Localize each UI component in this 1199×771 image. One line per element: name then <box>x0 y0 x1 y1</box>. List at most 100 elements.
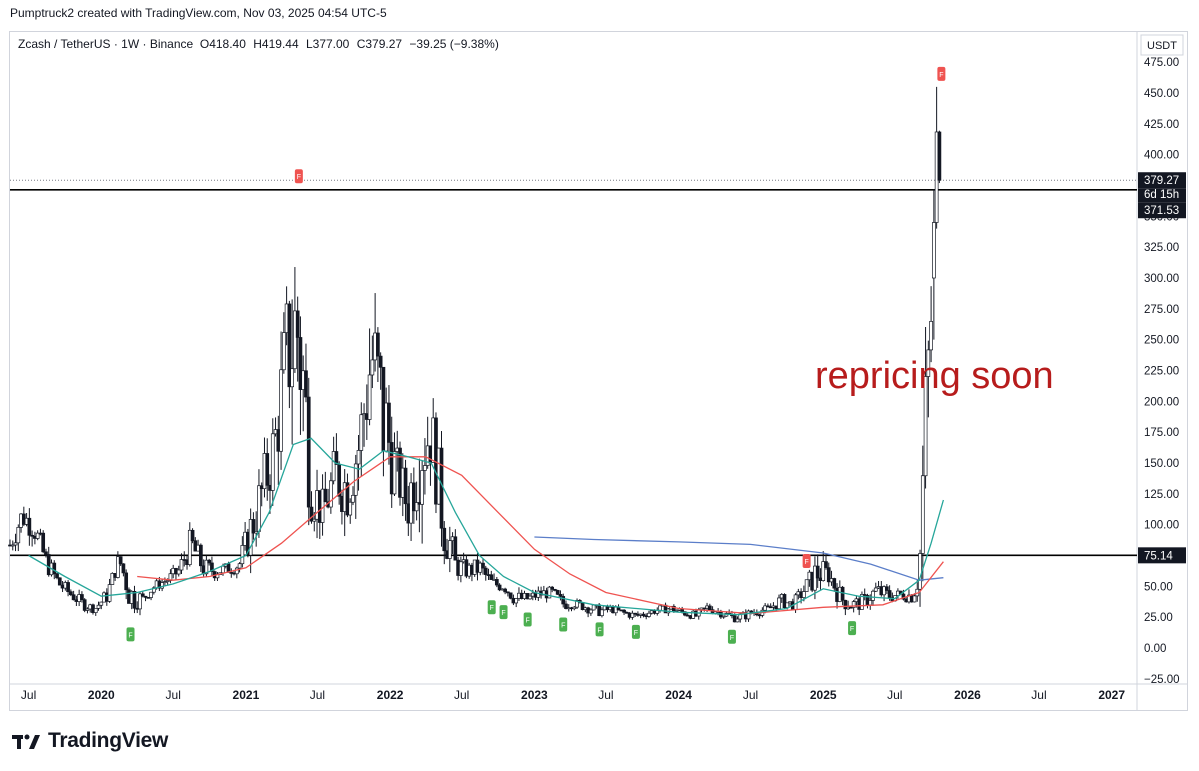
candle-body <box>298 337 303 390</box>
candle-body <box>331 451 336 482</box>
candle-body <box>782 594 787 609</box>
candle-body <box>57 577 62 586</box>
flag-marker <box>848 621 857 636</box>
close-value: 379.27 <box>365 37 403 51</box>
x-tick-label: Jul <box>310 688 325 702</box>
ma-green-line <box>28 437 945 616</box>
candle-body <box>641 613 646 617</box>
candle-body <box>348 501 353 516</box>
candle-body <box>622 609 626 613</box>
candle-body <box>901 593 906 600</box>
tradingview-logo[interactable]: TradingView <box>12 729 168 753</box>
x-tick-label: Jul <box>743 688 758 702</box>
x-tick-label: Jul <box>1031 688 1046 702</box>
candle-body <box>926 349 931 377</box>
candle-body <box>295 310 300 338</box>
candle-body <box>777 597 781 610</box>
candle-body <box>240 545 245 565</box>
flag-marker <box>559 617 568 632</box>
candle-body <box>82 599 87 611</box>
candle-body <box>312 518 317 522</box>
x-tick-label: 2025 <box>810 688 837 702</box>
y-tick-label: 450.00 <box>1144 88 1179 100</box>
candle-body <box>550 586 554 590</box>
candle-body <box>329 480 333 508</box>
candle-body <box>10 544 15 547</box>
flag-letter: F <box>597 627 601 634</box>
candle-body <box>824 561 828 568</box>
candle-body <box>481 562 485 569</box>
x-tick-label: 2024 <box>665 688 692 702</box>
candle-body <box>840 586 845 601</box>
candle-body <box>80 594 84 601</box>
candle-body <box>674 609 679 612</box>
flag-letter: F <box>634 630 638 637</box>
candle-body <box>589 609 593 614</box>
x-tick-label: Jul <box>166 688 181 702</box>
open-value: 418.40 <box>209 37 246 51</box>
candle-body <box>804 579 809 592</box>
x-tick-label: Jul <box>21 688 36 702</box>
candle-body <box>937 131 942 181</box>
tradingview-logo-icon <box>12 734 40 749</box>
candle-body <box>234 567 239 575</box>
y-tick-label: 25.00 <box>1144 612 1173 624</box>
open-label: O <box>199 37 210 51</box>
y-tick-label: 225.00 <box>1144 366 1179 378</box>
candle-body <box>763 605 767 611</box>
candle-body <box>41 532 46 553</box>
candle-body <box>27 517 32 536</box>
candle-body <box>387 402 391 443</box>
candle-body <box>187 529 192 565</box>
candle-body <box>494 579 499 586</box>
candle-body <box>564 603 568 609</box>
flag-marker <box>631 624 640 639</box>
chart-credit: Pumptruck2 created with TradingView.com,… <box>10 6 387 20</box>
candle-body <box>140 593 145 597</box>
candle-body <box>210 562 214 572</box>
y-tick-label: 325.00 <box>1144 242 1179 254</box>
low-label: L <box>305 37 313 51</box>
candle-body <box>345 482 350 516</box>
symbol-info[interactable]: Zcash / TetherUS · 1W · Binance <box>18 37 194 51</box>
candle-body <box>826 567 831 583</box>
candle-body <box>862 594 867 596</box>
candle-body <box>508 592 513 599</box>
candle-body <box>30 534 34 537</box>
flag-letter: F <box>490 605 494 612</box>
candle-body <box>116 556 120 578</box>
candle-body <box>118 556 123 565</box>
candle-body <box>143 595 148 598</box>
candle-body <box>121 563 126 574</box>
candle-body <box>279 369 283 452</box>
y-tick-label: 250.00 <box>1144 335 1179 347</box>
candle-body <box>190 529 195 542</box>
candle-body <box>411 482 416 512</box>
candle-body <box>423 465 427 471</box>
flag-marker <box>487 600 496 615</box>
ma-blue-line <box>534 536 944 581</box>
candle-body <box>96 604 101 609</box>
candle-body <box>459 561 463 576</box>
flag-marker <box>937 66 946 81</box>
candle-body <box>785 602 790 609</box>
x-tick-label: 2022 <box>377 688 404 702</box>
candle-body <box>93 607 98 613</box>
candle-body <box>503 588 507 593</box>
candle-body <box>630 612 635 618</box>
candle-body <box>497 584 502 591</box>
y-tick-label: 100.00 <box>1144 520 1179 532</box>
candle-body <box>35 532 40 539</box>
candle-body <box>124 572 129 591</box>
candle-body <box>918 553 922 590</box>
candle-body <box>489 574 494 580</box>
y-tick-label: 175.00 <box>1144 427 1179 439</box>
candle-body <box>821 561 826 581</box>
y-tick-label: 275.00 <box>1144 304 1179 316</box>
flag-letter: F <box>526 618 530 625</box>
candle-body <box>254 531 259 534</box>
footer-brand: TradingView <box>48 729 169 752</box>
candle-body <box>873 587 878 592</box>
last-price-tag: 379.27 <box>1144 175 1179 187</box>
